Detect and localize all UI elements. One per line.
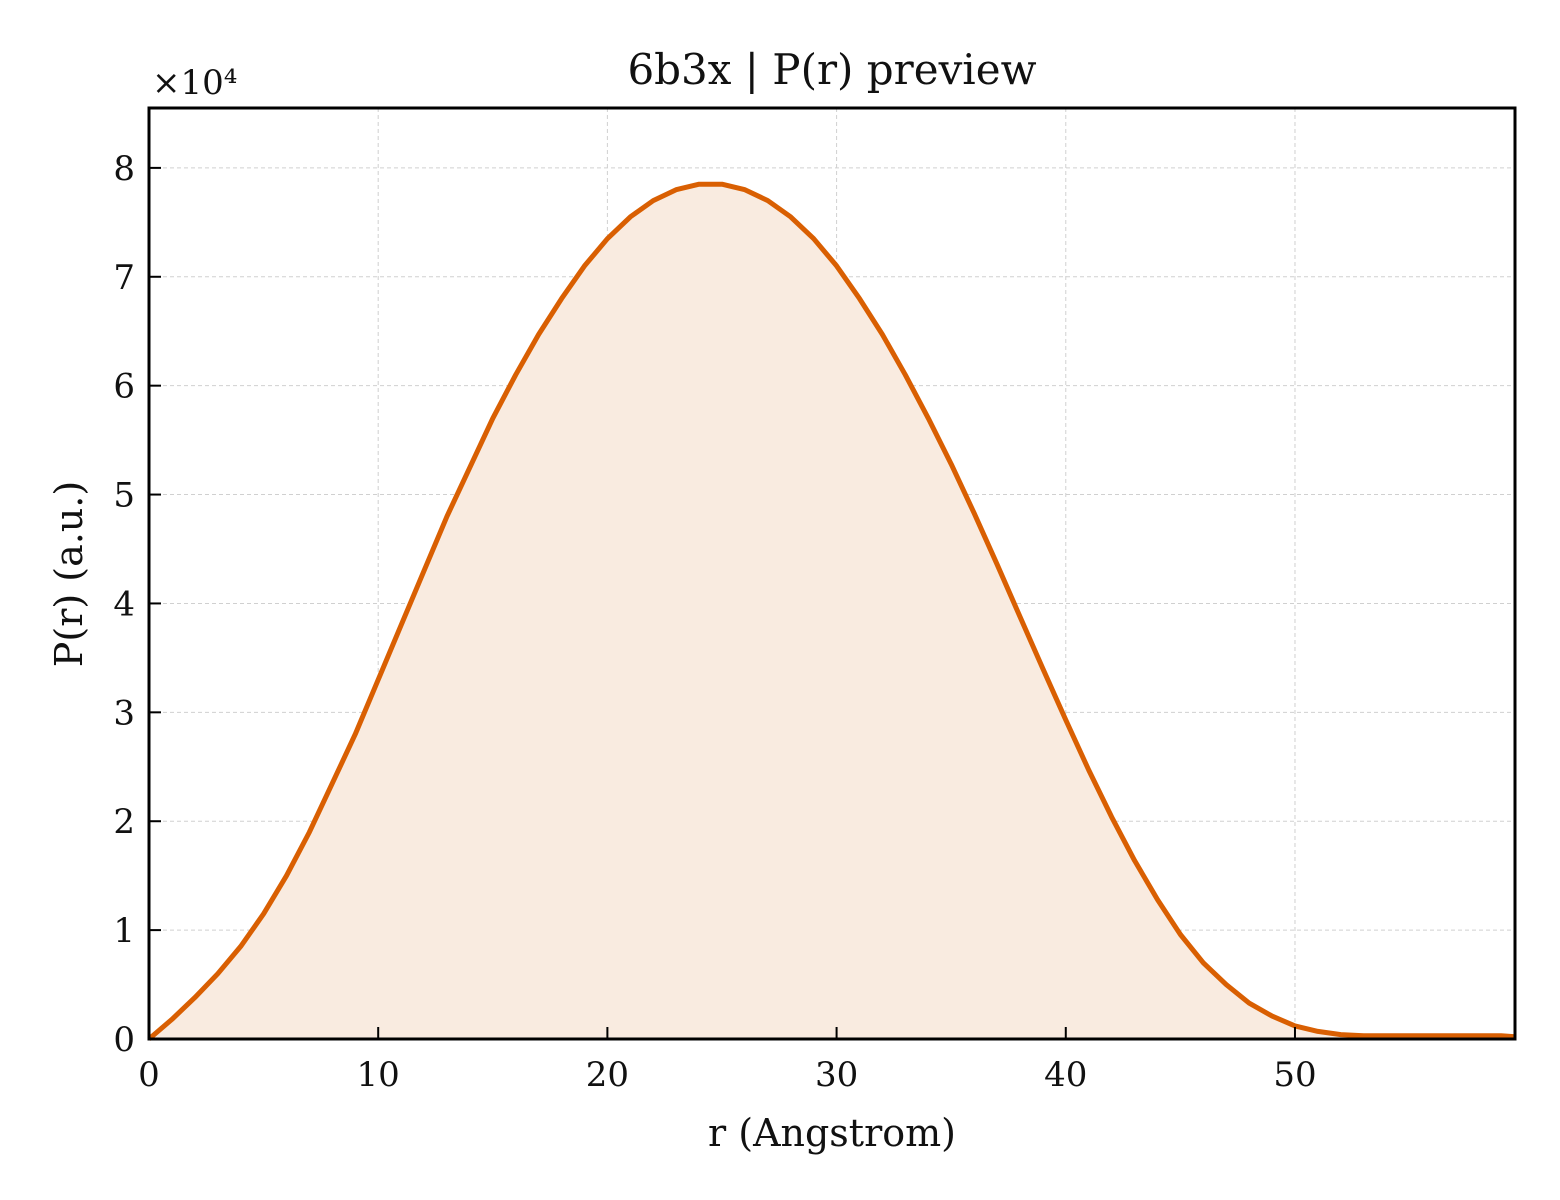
y-tick-label: 3	[113, 693, 135, 733]
y-tick-label: 5	[113, 476, 135, 516]
x-tick-label: 0	[138, 1055, 160, 1095]
x-axis-label: r (Angstrom)	[708, 1111, 956, 1155]
x-tick-label: 40	[1044, 1055, 1087, 1095]
y-axis-label: P(r) (a.u.)	[47, 481, 91, 667]
plot-frame	[147, 106, 1517, 1041]
ticks: 0 10 20 30 40 50 0 1 2 3 4 5 6 7 8	[113, 149, 1316, 1095]
y-tick-label: 8	[113, 149, 135, 189]
x-tick-label: 10	[357, 1055, 400, 1095]
area-fill	[149, 184, 1515, 1039]
x-tick-label: 30	[815, 1055, 858, 1095]
y-tick-label: 0	[113, 1020, 135, 1060]
series-line	[147, 181, 1516, 1041]
y-offset-label: ×10⁴	[152, 63, 237, 103]
y-tick-label: 4	[113, 584, 135, 624]
y-tick-label: 6	[113, 367, 135, 407]
y-tick-label: 7	[113, 258, 135, 298]
x-tick-label: 50	[1273, 1055, 1316, 1095]
chart-title: 6b3x | P(r) preview	[627, 45, 1036, 94]
x-tick-label: 20	[586, 1055, 629, 1095]
y-tick-label: 2	[113, 802, 135, 842]
y-tick-label: 1	[113, 911, 135, 951]
